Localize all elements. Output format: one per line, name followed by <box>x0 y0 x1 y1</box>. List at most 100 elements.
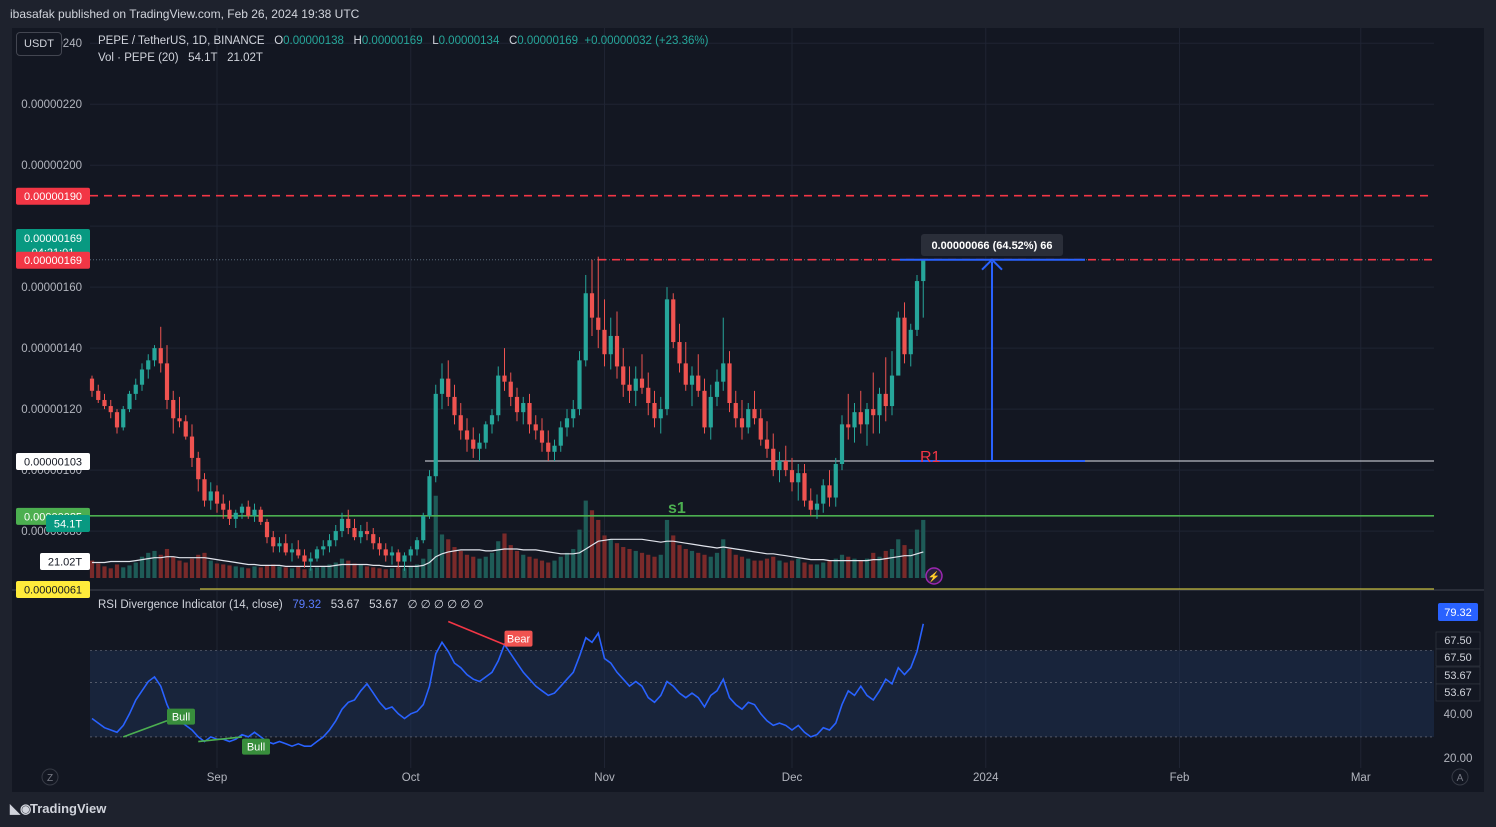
candle-body <box>883 393 888 407</box>
candle-body <box>833 463 838 498</box>
zoom-button[interactable]: Z <box>47 773 53 784</box>
candle-body <box>289 549 295 553</box>
volume-bar <box>589 510 595 578</box>
candle-body <box>396 552 401 562</box>
candle-body <box>702 390 707 428</box>
bear-divergence-line <box>447 620 505 646</box>
rsi-axis-label: 20.00 <box>1444 753 1473 765</box>
candle-body <box>533 424 538 431</box>
tradingview-logo: ◣◉TradingView <box>10 801 106 817</box>
candle-body <box>664 299 670 410</box>
candle-body <box>302 555 307 562</box>
volume-bar <box>477 558 482 578</box>
candle-body <box>464 430 470 440</box>
volume-bar <box>658 554 663 578</box>
candle-body <box>739 418 745 428</box>
candle-body <box>421 515 426 541</box>
volume-bar <box>121 567 126 578</box>
volume-bar <box>464 554 470 578</box>
candle-body <box>489 415 495 425</box>
candle-body <box>258 509 263 522</box>
volume-bar <box>114 564 120 578</box>
volume-bar <box>277 566 282 578</box>
volume-bar <box>414 564 420 578</box>
volume-bar <box>614 543 620 578</box>
volume-bar <box>289 568 295 578</box>
resistance-current-badge: 0.00000169 <box>24 255 82 267</box>
symbol-legend: PEPE / TetherUS, 1D, BINANCE O0.00000138… <box>98 35 708 47</box>
volume-bar <box>433 495 438 578</box>
volume-bar <box>302 569 307 578</box>
published-by-text: ibasafak published on TradingView.com, F… <box>10 7 360 21</box>
bull-divergence-line <box>198 736 243 743</box>
volume-value: 54.1T <box>188 52 218 64</box>
candle-body <box>108 406 113 413</box>
open-label: O <box>274 35 284 47</box>
rsi-line <box>91 623 925 748</box>
bull-divergence-line <box>122 720 168 738</box>
volume-bar <box>396 567 401 578</box>
candle-body <box>183 421 188 437</box>
volume-bar <box>258 567 263 578</box>
volume-bar <box>689 550 695 578</box>
time-axis-label: Oct <box>402 772 421 784</box>
auto-scale-button[interactable]: A <box>1457 773 1464 784</box>
candle-body <box>846 424 851 428</box>
volume-bar <box>852 558 857 578</box>
candle-body <box>252 509 257 516</box>
volume-bar <box>858 560 863 578</box>
volume-bar <box>739 556 745 578</box>
candle-body <box>658 409 663 419</box>
volume-bar <box>764 558 770 578</box>
volume-bar <box>758 560 763 578</box>
volume-bar <box>158 554 163 578</box>
lightning-icon <box>925 567 943 585</box>
volume-bar <box>502 533 507 578</box>
volume-bar <box>746 558 751 578</box>
candle-body <box>121 409 126 428</box>
rsi-axis-label: 40.00 <box>1444 709 1473 721</box>
bear-marker-label-bg <box>504 630 533 647</box>
candle-body <box>521 403 526 413</box>
volume-bar <box>133 562 138 578</box>
candle-body <box>646 387 651 404</box>
publish-header: ibasafak published on TradingView.com, F… <box>0 0 1496 28</box>
candle-body <box>139 369 145 385</box>
candle-body <box>158 348 163 364</box>
volume-bar <box>283 567 288 578</box>
candle-body <box>433 393 438 477</box>
candle-body <box>189 436 195 458</box>
candle-body <box>602 329 607 355</box>
candle-body <box>114 412 120 428</box>
candle-body <box>571 409 576 419</box>
candles <box>89 256 926 571</box>
volume-badge: 54.1T <box>54 519 82 531</box>
auto-scale-button-ring[interactable] <box>1451 768 1469 786</box>
candle-body <box>889 375 895 407</box>
time-axis-label: Sep <box>207 772 227 784</box>
candle-body <box>377 543 382 550</box>
volume-bar <box>421 558 426 578</box>
rsi-axis-label: 53.67 <box>1444 687 1472 699</box>
candle-body <box>696 375 701 391</box>
volume-bar <box>439 534 445 578</box>
measure-arrow-head <box>981 258 1003 271</box>
volume-ma-badge: 21.02T <box>48 557 83 569</box>
volume-bar <box>896 539 901 578</box>
price-axis-label: 0.00000140 <box>21 343 82 355</box>
last-price-badge-bg <box>16 229 90 259</box>
volume-bar <box>639 552 645 578</box>
currency-button[interactable]: USDT <box>16 32 62 56</box>
candle-body <box>314 549 320 559</box>
volume-bar <box>183 562 188 578</box>
candle-body <box>727 363 732 404</box>
volume-bar <box>333 562 338 578</box>
candle-body <box>564 418 570 428</box>
bull-marker-label: Bull <box>172 712 190 724</box>
volume-bar <box>808 564 813 578</box>
volume-bar <box>539 560 545 578</box>
volume-bar <box>139 556 145 578</box>
zoom-button-ring[interactable] <box>41 768 59 786</box>
candle-body <box>583 293 588 361</box>
